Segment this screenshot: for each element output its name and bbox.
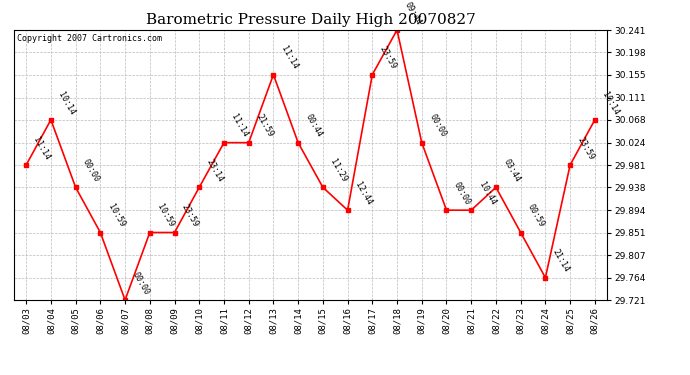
Text: 11:14: 11:14: [230, 113, 250, 139]
Text: 00:00: 00:00: [130, 270, 151, 297]
Text: 00:00: 00:00: [452, 180, 473, 207]
Text: 10:59: 10:59: [155, 203, 176, 229]
Text: Copyright 2007 Cartronics.com: Copyright 2007 Cartronics.com: [17, 34, 161, 43]
Text: 23:59: 23:59: [180, 203, 200, 229]
Text: 23:59: 23:59: [378, 45, 398, 71]
Title: Barometric Pressure Daily High 20070827: Barometric Pressure Daily High 20070827: [146, 13, 475, 27]
Text: 21:59: 21:59: [254, 113, 275, 139]
Text: 09:44: 09:44: [402, 0, 423, 27]
Text: 12:44: 12:44: [353, 180, 373, 207]
Text: 10:44: 10:44: [477, 180, 497, 207]
Text: 00:00: 00:00: [81, 158, 101, 184]
Text: 10:14: 10:14: [600, 90, 621, 116]
Text: 00:00: 00:00: [427, 113, 448, 139]
Text: 23:14: 23:14: [205, 158, 225, 184]
Text: 11:14: 11:14: [32, 135, 52, 162]
Text: 23:59: 23:59: [575, 135, 596, 162]
Text: 10:59: 10:59: [106, 203, 126, 229]
Text: 11:29: 11:29: [328, 158, 348, 184]
Text: 21:14: 21:14: [551, 248, 571, 274]
Text: 11:14: 11:14: [279, 45, 299, 71]
Text: 03:44: 03:44: [502, 158, 522, 184]
Text: 10:14: 10:14: [57, 90, 77, 116]
Text: 00:59: 00:59: [526, 203, 546, 229]
Text: 00:44: 00:44: [304, 113, 324, 139]
